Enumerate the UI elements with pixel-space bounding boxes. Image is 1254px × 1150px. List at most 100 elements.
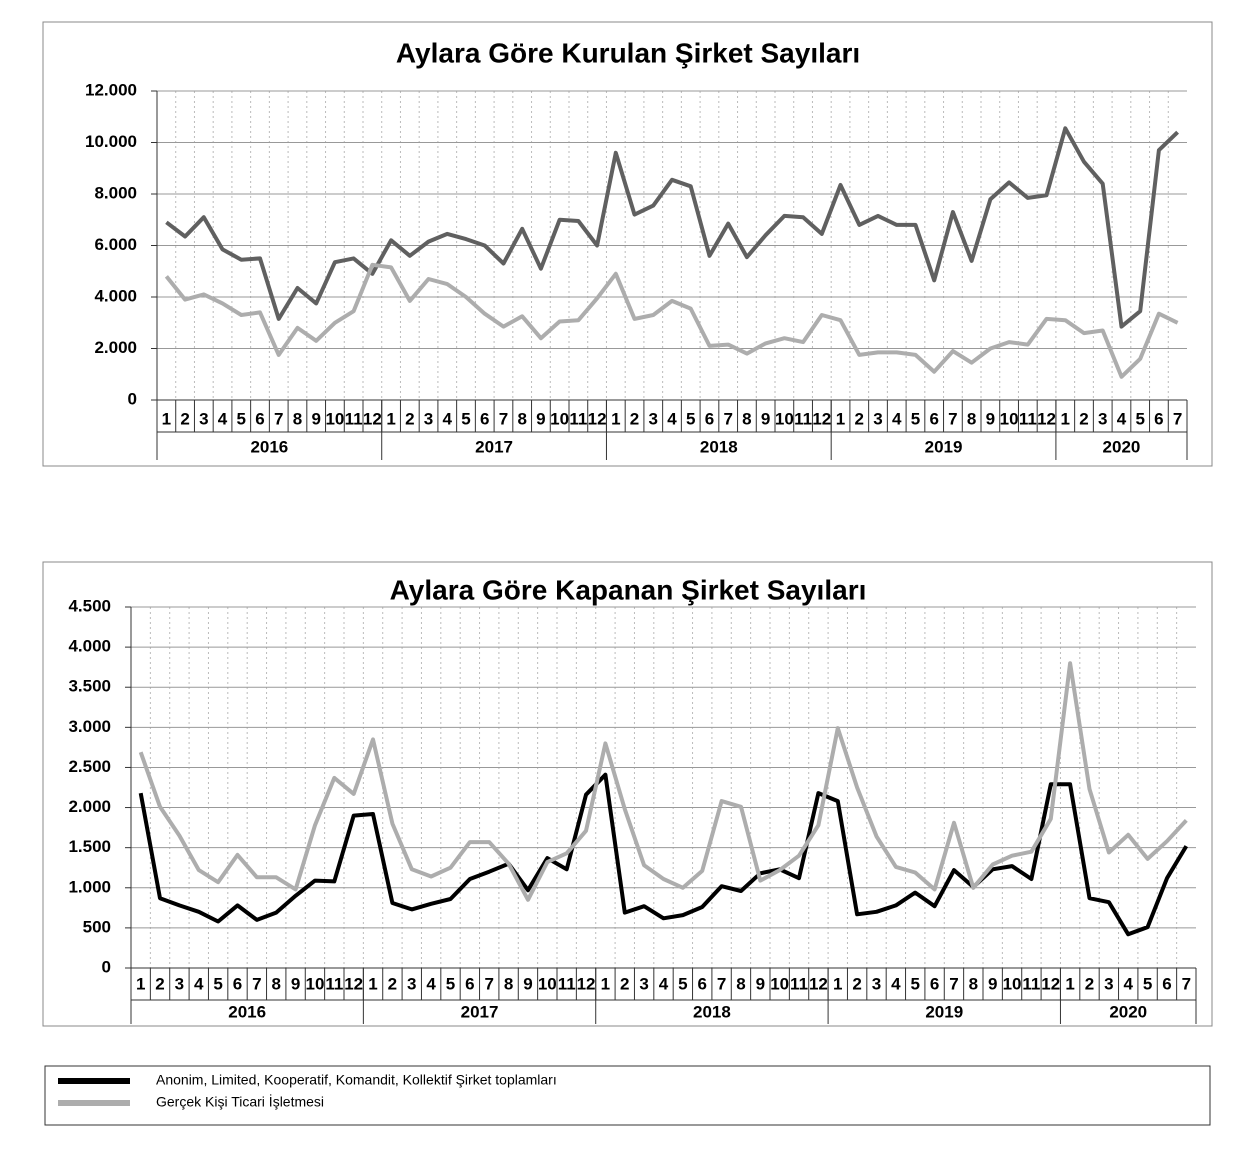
- y-tick-label: 2.000: [94, 338, 137, 357]
- x-tick-label: 3: [639, 974, 648, 993]
- x-tick-label: 12: [1041, 974, 1060, 993]
- x-tick-label: 10: [325, 409, 344, 428]
- x-tick-label: 6: [1154, 409, 1163, 428]
- x-tick-label: 9: [988, 974, 997, 993]
- x-tick-label: 11: [569, 409, 587, 428]
- year-label: 2016: [228, 1002, 266, 1021]
- x-tick-label: 7: [948, 409, 957, 428]
- x-tick-label: 2: [630, 409, 639, 428]
- x-tick-label: 2: [855, 409, 864, 428]
- x-tick-label: 5: [678, 974, 687, 993]
- series-line: [138, 661, 1188, 902]
- x-tick-label: 10: [775, 409, 794, 428]
- x-tick-label: 1: [368, 974, 377, 993]
- x-tick-label: 6: [1162, 974, 1171, 993]
- x-tick-label: 11: [1019, 409, 1037, 428]
- x-tick-label: 3: [424, 409, 433, 428]
- x-tick-label: 2: [388, 974, 397, 993]
- y-tick-label: 12.000: [85, 80, 137, 99]
- x-tick-label: 4: [1123, 974, 1133, 993]
- x-tick-label: 4: [426, 974, 436, 993]
- x-tick-label: 12: [1037, 409, 1056, 428]
- x-tick-label: 8: [504, 974, 513, 993]
- x-tick-label: 11: [794, 409, 812, 428]
- y-tick-label: 3.000: [68, 717, 111, 736]
- x-tick-label: 7: [499, 409, 508, 428]
- x-tick-label: 9: [291, 974, 300, 993]
- x-tick-label: 1: [836, 409, 845, 428]
- x-tick-label: 2: [1079, 409, 1088, 428]
- x-tick-label: 3: [1098, 409, 1107, 428]
- x-tick-label: 8: [293, 409, 302, 428]
- x-tick-label: 1: [611, 409, 620, 428]
- y-tick-label: 2.000: [68, 797, 111, 816]
- x-tick-label: 4: [891, 974, 901, 993]
- y-tick-label: 1.000: [68, 877, 111, 896]
- x-tick-label: 9: [761, 409, 770, 428]
- x-tick-label: 7: [252, 974, 261, 993]
- x-tick-label: 3: [872, 974, 881, 993]
- x-tick-label: 2: [852, 974, 861, 993]
- x-tick-label: 3: [407, 974, 416, 993]
- x-tick-label: 7: [274, 409, 283, 428]
- x-tick-label: 12: [363, 409, 382, 428]
- year-label: 2017: [475, 437, 513, 456]
- chart-frame: [42, 21, 1213, 467]
- x-tick-label: 8: [969, 974, 978, 993]
- y-tick-label: 1.500: [68, 837, 111, 856]
- chart-title: Aylara Göre Kurulan Şirket Sayıları: [396, 37, 860, 68]
- x-tick-label: 5: [1135, 409, 1144, 428]
- x-tick-label: 11: [558, 974, 576, 993]
- x-tick-label: 6: [465, 974, 474, 993]
- legend-frame: [44, 1065, 1211, 1126]
- x-tick-label: 6: [705, 409, 714, 428]
- x-tick-label: 6: [930, 974, 939, 993]
- x-tick-label: 5: [213, 974, 222, 993]
- x-tick-label: 2: [1085, 974, 1094, 993]
- x-tick-label: 1: [1061, 409, 1070, 428]
- series-line: [164, 262, 1179, 379]
- x-tick-label: 11: [345, 409, 363, 428]
- x-tick-label: 3: [1104, 974, 1113, 993]
- x-tick-label: 4: [1117, 409, 1127, 428]
- x-tick-label: 10: [770, 974, 789, 993]
- x-tick-label: 1: [136, 974, 145, 993]
- x-tick-label: 1: [601, 974, 610, 993]
- x-tick-label: 12: [344, 974, 363, 993]
- legend-label: Anonim, Limited, Kooperatif, Komandit, K…: [156, 1072, 557, 1088]
- y-tick-label: 4.000: [94, 286, 137, 305]
- x-tick-label: 5: [237, 409, 246, 428]
- x-tick-label: 11: [790, 974, 808, 993]
- x-tick-label: 11: [1022, 974, 1040, 993]
- x-tick-label: 5: [686, 409, 695, 428]
- x-tick-label: 7: [1173, 409, 1182, 428]
- x-tick-label: 9: [756, 974, 765, 993]
- year-label: 2019: [925, 1002, 963, 1021]
- x-tick-label: 12: [812, 409, 831, 428]
- x-tick-label: 8: [271, 974, 280, 993]
- x-tick-label: 4: [667, 409, 677, 428]
- x-tick-label: 6: [255, 409, 264, 428]
- x-tick-label: 2: [180, 409, 189, 428]
- x-tick-label: 5: [1143, 974, 1152, 993]
- x-tick-label: 3: [873, 409, 882, 428]
- x-tick-label: 10: [305, 974, 324, 993]
- y-tick-label: 0: [128, 389, 137, 408]
- y-tick-label: 4.000: [68, 637, 111, 656]
- series-line: [165, 126, 1179, 329]
- x-tick-label: 9: [311, 409, 320, 428]
- chart-frame: [42, 561, 1213, 1027]
- x-tick-label: 8: [742, 409, 751, 428]
- x-tick-label: 4: [194, 974, 204, 993]
- y-tick-label: 500: [83, 917, 111, 936]
- x-tick-label: 10: [1003, 974, 1022, 993]
- x-tick-label: 3: [649, 409, 658, 428]
- x-tick-label: 9: [986, 409, 995, 428]
- x-tick-label: 11: [325, 974, 343, 993]
- year-label: 2018: [700, 437, 738, 456]
- x-tick-label: 10: [550, 409, 569, 428]
- x-tick-label: 3: [199, 409, 208, 428]
- x-tick-label: 3: [175, 974, 184, 993]
- x-tick-label: 12: [809, 974, 828, 993]
